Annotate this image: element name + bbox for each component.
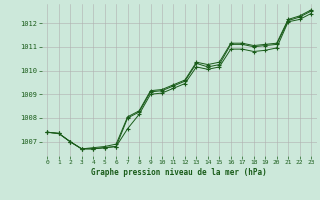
X-axis label: Graphe pression niveau de la mer (hPa): Graphe pression niveau de la mer (hPa) [91,168,267,177]
